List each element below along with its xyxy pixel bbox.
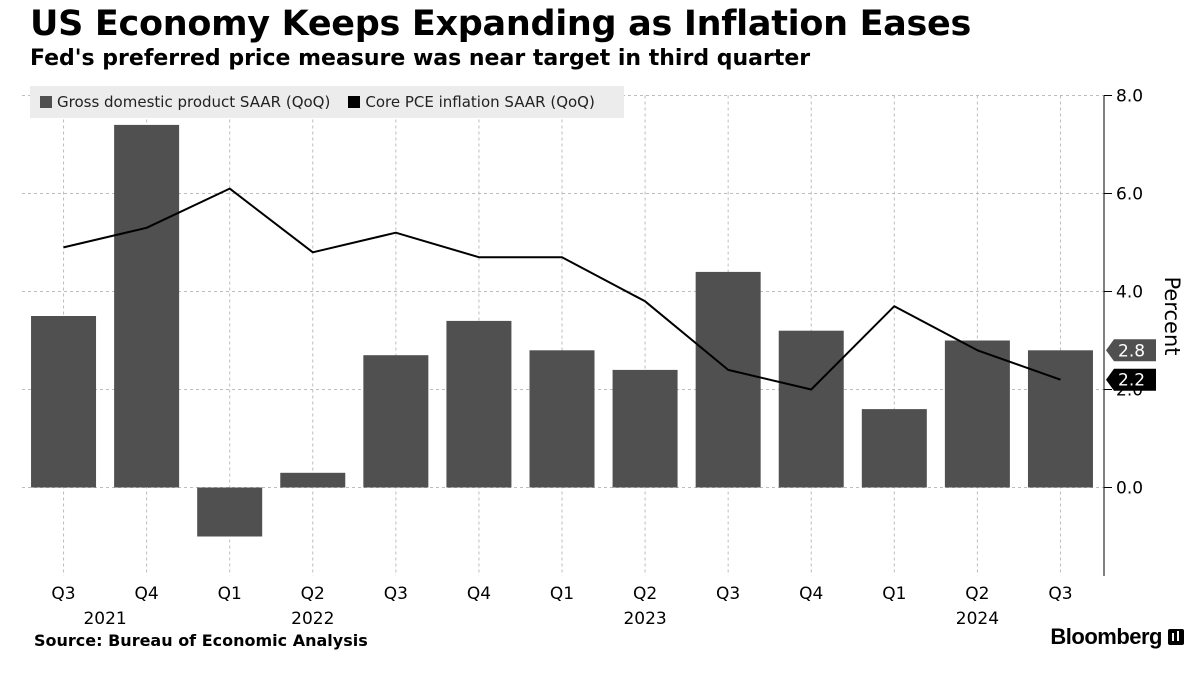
y-tick-label: 6.0: [1116, 185, 1143, 205]
gdp-bar: [446, 320, 512, 488]
x-tick-label: Q3: [51, 584, 75, 604]
gdp-bar: [778, 330, 844, 488]
legend-swatch-core-pce: [348, 96, 361, 108]
gdp-bar: [944, 340, 1010, 488]
gdp-bar: [1027, 350, 1093, 488]
gdp-bar: [861, 409, 927, 488]
bloomberg-logo: Bloomberg: [1050, 624, 1184, 650]
gdp-bar: [280, 472, 346, 488]
bloomberg-terminal-icon: [1168, 629, 1184, 645]
legend-label-core-pce: Core PCE inflation SAAR (QoQ): [365, 93, 595, 111]
x-tick-label: Q1: [550, 584, 574, 604]
end-value-label: 2.8: [1118, 341, 1145, 361]
chart-legend: Gross domestic product SAAR (QoQ) Core P…: [30, 86, 624, 118]
brand-name: Bloomberg: [1050, 624, 1162, 649]
chart-title: US Economy Keeps Expanding as Inflation …: [30, 4, 972, 44]
legend-swatch-gdp: [40, 96, 52, 108]
gdp-bar: [197, 487, 263, 537]
gdp-bar: [114, 124, 180, 488]
x-tick-label: Q1: [218, 584, 242, 604]
y-tick-label: 4.0: [1116, 283, 1143, 303]
legend-label-gdp: Gross domestic product SAAR (QoQ): [57, 93, 331, 111]
y-tick-label: 0.0: [1116, 479, 1143, 499]
end-value-callout: [1106, 368, 1156, 391]
chart-subtitle: Fed's preferred price measure was near t…: [30, 46, 811, 71]
x-year-label: 2021: [83, 609, 126, 629]
y-tick-label: 8.0: [1116, 87, 1143, 107]
x-tick-label: Q4: [467, 584, 491, 604]
end-value-label: 2.2: [1118, 371, 1145, 391]
x-tick-label: Q4: [135, 584, 159, 604]
source-note: Source: Bureau of Economic Analysis: [34, 631, 368, 650]
y-axis-title: Percent: [1160, 276, 1184, 355]
x-year-label: 2023: [623, 609, 666, 629]
x-tick-label: Q2: [301, 584, 325, 604]
core-pce-line: [63, 187, 1061, 391]
gdp-bar: [612, 369, 678, 488]
gdp-bar: [695, 271, 761, 488]
x-tick-label: Q3: [1048, 584, 1072, 604]
gdp-bar: [363, 355, 429, 488]
legend-item-gdp: Gross domestic product SAAR (QoQ): [40, 93, 330, 111]
x-tick-label: Q3: [716, 584, 740, 604]
gdp-bar: [529, 350, 595, 488]
end-value-callout: [1106, 339, 1156, 362]
x-tick-label: Q4: [799, 584, 823, 604]
x-tick-label: Q1: [882, 584, 906, 604]
x-tick-label: Q3: [384, 584, 408, 604]
x-tick-label: Q2: [633, 584, 657, 604]
x-year-label: 2024: [956, 609, 999, 629]
gdp-bar: [31, 316, 97, 488]
legend-item-core-pce: Core PCE inflation SAAR (QoQ): [348, 93, 595, 111]
x-year-label: 2022: [291, 609, 334, 629]
x-tick-label: Q2: [965, 584, 989, 604]
